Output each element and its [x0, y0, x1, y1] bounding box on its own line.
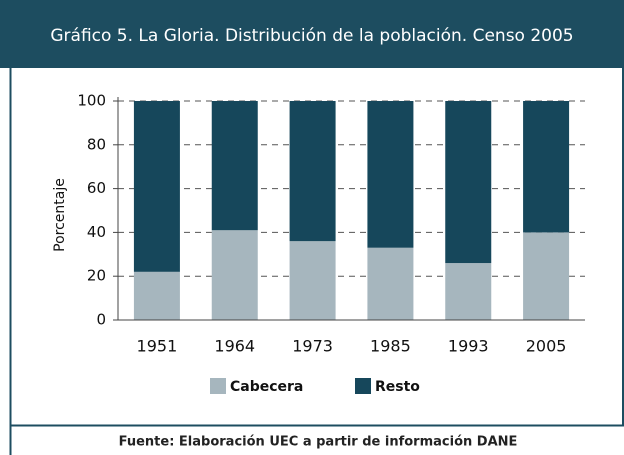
x-tick-label: 2005: [526, 337, 567, 356]
x-tick-label: 1951: [137, 337, 178, 356]
bar-segment: [523, 232, 570, 320]
bar-segment: [211, 101, 258, 231]
y-tick-label: 80: [87, 135, 106, 153]
legend-swatch: [355, 378, 371, 394]
x-tick-label: 1993: [448, 337, 489, 356]
bar-segment: [445, 263, 492, 320]
y-tick-label: 60: [87, 179, 106, 197]
y-tick-label: 40: [87, 223, 106, 241]
x-tick-label: 1973: [292, 337, 333, 356]
source: Fuente: Elaboración UEC a partir de info…: [119, 435, 518, 450]
x-tick-label: 1985: [370, 337, 411, 356]
bar-segment: [445, 101, 492, 264]
bar-segment: [367, 101, 414, 248]
y-tick-label: 100: [77, 92, 106, 110]
legend-swatch: [210, 378, 226, 394]
y-axis-label: Porcentaje: [52, 178, 68, 252]
x-tick-label: 1964: [214, 337, 255, 356]
bar-segment: [289, 241, 336, 320]
legend-label: Cabecera: [230, 379, 303, 395]
bar-segment: [523, 101, 570, 233]
bar-segment: [211, 230, 258, 320]
legend-label: Resto: [375, 379, 420, 395]
y-tick-label: 0: [96, 311, 106, 329]
chart-title: Gráfico 5. La Gloria. Distribución de la…: [50, 26, 573, 46]
bar-segment: [289, 101, 336, 242]
y-tick-label: 20: [87, 267, 106, 285]
header-band: [0, 0, 624, 68]
bar-segment: [133, 101, 180, 272]
bar-segment: [133, 271, 180, 320]
bar-segment: [367, 247, 414, 320]
